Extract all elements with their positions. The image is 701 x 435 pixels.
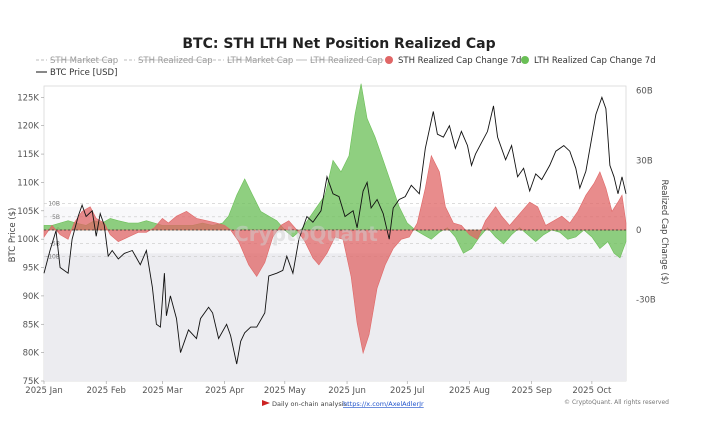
flag-icon xyxy=(262,400,270,406)
inner-tick-label: 5B xyxy=(52,214,60,221)
footer-prefix: Daily on-chain analysis: xyxy=(272,400,349,408)
x-tick-label: 2025 Feb xyxy=(87,386,126,396)
left-tick-label: 85K xyxy=(23,320,40,330)
footer-link[interactable]: https://x.com/AxelAdlerJr xyxy=(343,400,424,408)
copyright: © CryptoQuant. All rights reserved xyxy=(564,399,669,406)
right-tick-label: -30B xyxy=(636,296,656,306)
right-tick-label: 0 xyxy=(636,226,641,236)
btc-price-line xyxy=(43,95,627,365)
chart-title: BTC: STH LTH Net Position Realized Cap xyxy=(182,36,495,52)
x-tick-label: 2025 Aug xyxy=(449,386,490,396)
left-tick-label: 105K xyxy=(17,207,39,217)
x-tick-label: 2025 Oct xyxy=(572,386,612,396)
left-tick-label: 125K xyxy=(17,93,39,103)
legend-label: STH Realized Cap xyxy=(138,56,213,66)
legend-item[interactable]: LTH Realized Cap xyxy=(296,56,384,66)
legend-item[interactable]: LTH Realized Cap Change 7d xyxy=(521,56,656,66)
legend-label: LTH Market Cap xyxy=(227,56,293,66)
x-tick-label: 2025 Jul xyxy=(390,386,425,396)
left-tick-label: 115K xyxy=(17,150,39,160)
legend-item[interactable]: LTH Market Cap xyxy=(213,56,293,66)
x-tick-label: 2025 Jan xyxy=(25,386,62,396)
inner-tick-label: 10B xyxy=(48,201,60,208)
legend-swatch xyxy=(521,56,529,64)
inner-tick-label: -10B xyxy=(46,254,60,261)
watermark: CryptoQuant xyxy=(234,222,378,246)
left-tick-label: 75K xyxy=(23,377,40,387)
left-tick-label: 110K xyxy=(17,178,39,188)
x-tick-label: 2025 Jun xyxy=(328,386,366,396)
left-tick-label: 90K xyxy=(23,292,40,302)
right-tick-label: 30B xyxy=(636,156,653,166)
left-tick-label: 120K xyxy=(17,122,39,132)
x-tick-label: 2025 May xyxy=(264,386,306,396)
legend-swatch xyxy=(385,56,393,64)
right-axis-title: Realized Cap Change ($) xyxy=(659,179,669,284)
left-axis-title: BTC Price ($) xyxy=(8,208,18,263)
legend-item[interactable]: STH Realized Cap xyxy=(124,56,213,66)
left-tick-label: 100K xyxy=(17,235,39,245)
plot-area: 75K 80K 85K 90K 95K 100K 105K 110K 115K 120K 125K 6… xyxy=(17,83,656,396)
legend-label: STH Market Cap xyxy=(50,56,118,66)
legend-label: LTH Realized Cap xyxy=(310,56,383,66)
legend-label: BTC Price [USD] xyxy=(50,68,117,78)
right-tick-label: 60B xyxy=(636,87,653,97)
lower-band xyxy=(44,253,626,381)
lth-change-area xyxy=(43,83,627,259)
legend: STH Market Cap STH Realized Cap LTH Market… xyxy=(36,56,656,78)
legend-item[interactable]: STH Market Cap xyxy=(36,56,118,66)
legend-label: LTH Realized Cap Change 7d xyxy=(534,56,656,66)
footer: Daily on-chain analysis: https://x.com/A… xyxy=(262,399,669,408)
left-tick-label: 80K xyxy=(23,349,40,359)
left-tick-label: 95K xyxy=(23,264,40,274)
x-tick-label: 2025 Sep xyxy=(511,386,551,396)
legend-label: STH Realized Cap Change 7d xyxy=(398,56,521,66)
x-tick-label: 2025 Mar xyxy=(142,386,183,396)
sth-change-area xyxy=(43,154,627,355)
legend-item[interactable]: BTC Price [USD] xyxy=(36,68,117,78)
x-tick-label: 2025 Apr xyxy=(205,386,245,396)
legend-item[interactable]: STH Realized Cap Change 7d xyxy=(385,56,521,66)
inner-tick-label: -5B xyxy=(50,240,60,247)
